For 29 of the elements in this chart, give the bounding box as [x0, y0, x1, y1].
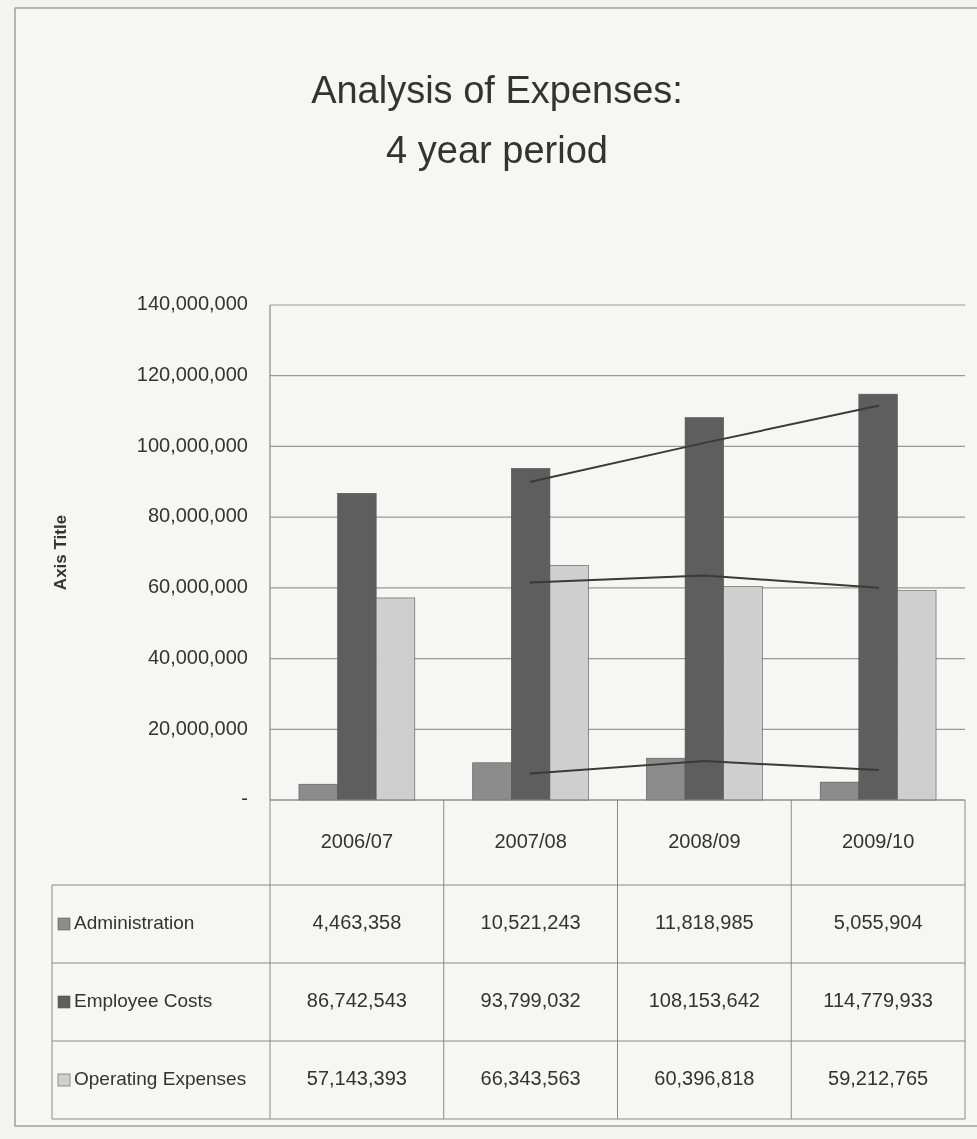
y-tick-label: - [241, 787, 248, 810]
data-label: 60,396,818 [654, 1067, 755, 1090]
x-tick-label: 2007/08 [494, 829, 567, 852]
data-label: 57,143,393 [306, 1067, 407, 1090]
y-tick-label: 140,000,000 [136, 292, 248, 315]
data-label: 66,343,563 [480, 1067, 581, 1090]
chart-title: Analysis of Expenses: 4 year period [311, 69, 683, 171]
y-tick-label: 100,000,000 [136, 433, 248, 456]
data-label: 5,055,904 [833, 911, 923, 934]
data-label: 11,818,985 [655, 911, 754, 934]
y-tick-label: 120,000,000 [136, 363, 248, 385]
y-tick-label: 40,000,000 [147, 645, 248, 668]
data-label: 93,799,032 [480, 989, 581, 1012]
data-label: 10,521,243 [480, 911, 581, 934]
data-label: 86,742,543 [306, 989, 407, 1012]
x-tick-label: 2006/07 [320, 829, 394, 852]
legend-label: Employee Costs [74, 990, 213, 1012]
y-tick-label: 20,000,000 [147, 716, 248, 739]
legend-label: Operating Expenses [74, 1068, 247, 1090]
data-label: 114,779,933 [823, 989, 933, 1012]
data-label: 108,153,642 [648, 989, 760, 1012]
data-label: 59,212,765 [828, 1067, 929, 1090]
x-tick-label: 2008/09 [668, 829, 741, 852]
y-tick-label: 60,000,000 [147, 575, 248, 598]
x-tick-label: 2009/10 [841, 829, 915, 852]
y-axis-title: Axis Title [51, 514, 71, 591]
y-tick-label: 80,000,000 [147, 504, 248, 527]
data-label: 4,463,358 [312, 911, 402, 934]
legend-label: Administration [74, 912, 195, 934]
